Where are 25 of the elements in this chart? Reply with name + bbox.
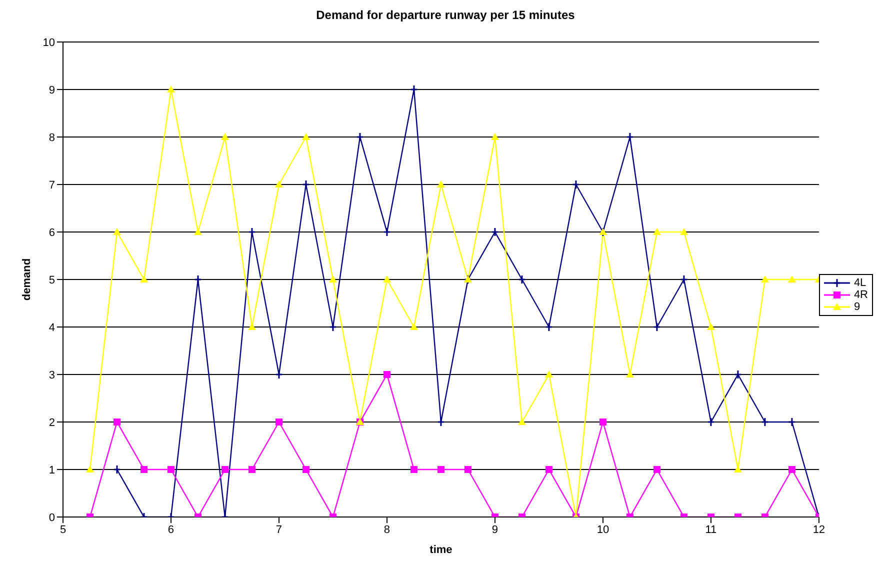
legend-label: 4R [854, 288, 868, 300]
x-tick-label: 6 [168, 524, 174, 536]
y-tick-label: 10 [42, 36, 55, 49]
y-tick-label: 9 [48, 84, 55, 96]
x-tick-label: 8 [384, 524, 390, 536]
x-tick-label: 12 [812, 524, 826, 536]
chart-title: Demand for departure runway per 15 minutes [315, 8, 576, 22]
x-tick-label: 9 [492, 524, 498, 536]
y-axis-title: demand [20, 258, 33, 301]
y-tick-label: 7 [48, 179, 55, 192]
legend-label: 4L [854, 276, 866, 288]
y-tick-label: 2 [48, 416, 55, 429]
x-tick-label: 10 [596, 524, 610, 536]
y-tick-label: 5 [48, 274, 55, 286]
y-tick-label: 1 [48, 464, 55, 476]
x-axis-title: time [430, 544, 452, 556]
y-tick-label: 4 [48, 322, 55, 334]
x-tick-label: 11 [705, 524, 717, 536]
x-tick-label: 7 [276, 524, 282, 536]
y-tick-label: 3 [48, 369, 55, 382]
y-tick-label: 8 [48, 132, 55, 144]
x-tick-label: 5 [60, 524, 66, 536]
y-tick-label: 0 [48, 512, 55, 524]
legend-label: 9 [854, 300, 860, 312]
y-tick-label: 6 [48, 226, 55, 239]
